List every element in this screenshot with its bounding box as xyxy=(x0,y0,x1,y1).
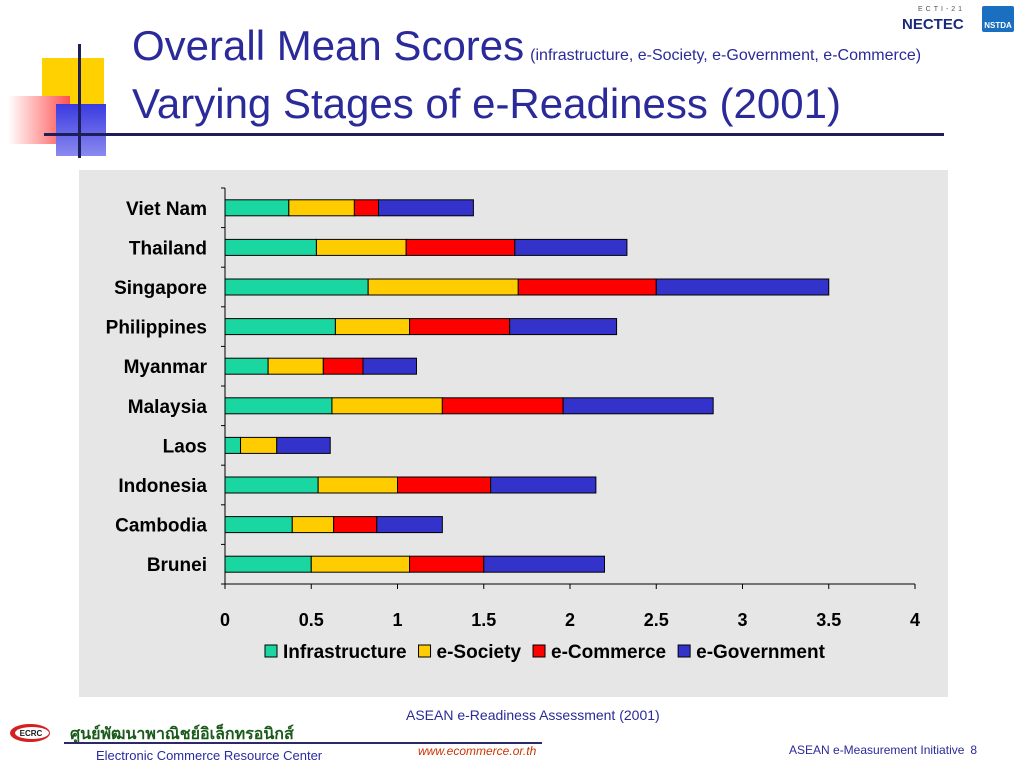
x-tick-label: 2 xyxy=(565,610,575,630)
bar-segment xyxy=(490,476,597,494)
x-tick-label: 4 xyxy=(910,610,920,630)
bar-segment xyxy=(409,318,511,336)
bar-segment xyxy=(224,555,312,573)
legend-swatch xyxy=(677,644,691,658)
bar-segment xyxy=(224,357,269,375)
bar-segment xyxy=(224,199,290,217)
bar-segment xyxy=(310,555,411,573)
bar-segment xyxy=(378,199,474,217)
y-tick-label: Singapore xyxy=(114,278,207,299)
x-tick-label: 0 xyxy=(220,610,230,630)
bar-segment xyxy=(409,555,485,573)
slide-title: Overall Mean Scores (infrastructure, e-So… xyxy=(132,22,921,70)
bar-segment xyxy=(362,357,417,375)
bar-segment xyxy=(322,357,364,375)
footer-right: ASEAN e-Measurement Initiative 8 xyxy=(789,743,977,757)
bar-segment xyxy=(288,199,355,217)
bar-segment xyxy=(514,238,628,256)
bar-segment xyxy=(224,476,319,494)
bar-segment xyxy=(509,318,618,336)
page-number: 8 xyxy=(970,743,978,757)
bar-segment xyxy=(367,278,519,296)
legend-label: e-Commerce xyxy=(551,642,666,663)
bar-segment xyxy=(562,397,714,415)
x-tick-label: 0.5 xyxy=(299,610,324,630)
legend-label: Infrastructure xyxy=(283,642,407,663)
bar-segment xyxy=(483,555,605,573)
footer-url[interactable]: www.ecommerce.or.th xyxy=(418,744,537,758)
decor-blue-square xyxy=(56,104,106,156)
decor-vertical-line xyxy=(78,44,81,158)
bar-segment xyxy=(376,516,443,534)
bar-segment xyxy=(655,278,830,296)
x-tick-label: 3.5 xyxy=(816,610,841,630)
chart-source: ASEAN e-Readiness Assessment (2001) xyxy=(406,707,660,723)
slide-title-line2: Varying Stages of e-Readiness (2001) xyxy=(132,80,841,127)
bar-segment xyxy=(224,278,369,296)
x-tick-label: 1.5 xyxy=(471,610,496,630)
bar-segment xyxy=(224,238,317,256)
y-tick-label: Brunei xyxy=(147,555,207,576)
y-tick-label: Philippines xyxy=(106,318,207,339)
legend-label: e-Society xyxy=(437,642,522,663)
bar-segment xyxy=(353,199,380,217)
logo-right: NSTDA xyxy=(982,6,1014,32)
stacked-bar-chart: 0 0.5 1 1.5 2 2.5 3 3.5 4 Brunei Cambodia Indonesia… xyxy=(106,187,920,663)
x-tick-label: 3 xyxy=(737,610,747,630)
footer-org-name: Electronic Commerce Resource Center xyxy=(96,748,323,763)
y-tick-label: Indonesia xyxy=(118,476,207,497)
nectec-logo: ECTI-21 NECTEC NSTDA xyxy=(888,6,1018,36)
footer-divider xyxy=(64,742,542,744)
legend-swatch xyxy=(532,644,546,658)
bar-segment xyxy=(517,278,657,296)
title-main: Overall Mean Scores xyxy=(132,22,525,69)
bar-segment xyxy=(224,516,293,534)
bar-segment xyxy=(441,397,564,415)
bar-segment xyxy=(267,357,324,375)
x-tick-label: 1 xyxy=(392,610,402,630)
bar-segment xyxy=(333,516,378,534)
bar-segment xyxy=(224,318,336,336)
chart-background xyxy=(79,170,948,697)
ecrc-logo-text: ECRC xyxy=(20,729,43,738)
logo-small-text: ECTI-21 xyxy=(918,6,966,13)
y-tick-label: Malaysia xyxy=(128,397,208,418)
logo-text: NECTEC xyxy=(902,16,964,33)
y-tick-label: Viet Nam xyxy=(126,199,207,220)
bar-segment xyxy=(291,516,335,534)
footer-thai-name: ศูนย์พัฒนาพาณิชย์อิเล็กทรอนิกส์ xyxy=(70,726,294,743)
y-tick-label: Myanmar xyxy=(124,357,208,378)
bar-segment xyxy=(224,397,333,415)
bar-segment xyxy=(240,436,278,454)
legend-swatch xyxy=(418,644,432,658)
bar-segment xyxy=(334,318,411,336)
x-tick-label: 2.5 xyxy=(644,610,669,630)
bar-segment xyxy=(317,476,398,494)
legend-swatch xyxy=(264,644,278,658)
title-divider xyxy=(44,133,944,136)
legend-label: e-Government xyxy=(696,642,825,663)
bar-segment xyxy=(276,436,331,454)
footer-initiative: ASEAN e-Measurement Initiative xyxy=(789,743,965,757)
bar-segment xyxy=(397,476,492,494)
bar-segment xyxy=(315,238,407,256)
y-tick-label: Laos xyxy=(163,436,207,457)
bar-segment xyxy=(224,436,242,454)
bar-segment xyxy=(405,238,516,256)
y-tick-label: Cambodia xyxy=(115,516,207,537)
title-subtitle: (infrastructure, e-Society, e-Government… xyxy=(530,47,922,64)
bar-segment xyxy=(331,397,443,415)
y-tick-label: Thailand xyxy=(129,238,207,259)
ecrc-logo: ECRC xyxy=(10,724,50,742)
